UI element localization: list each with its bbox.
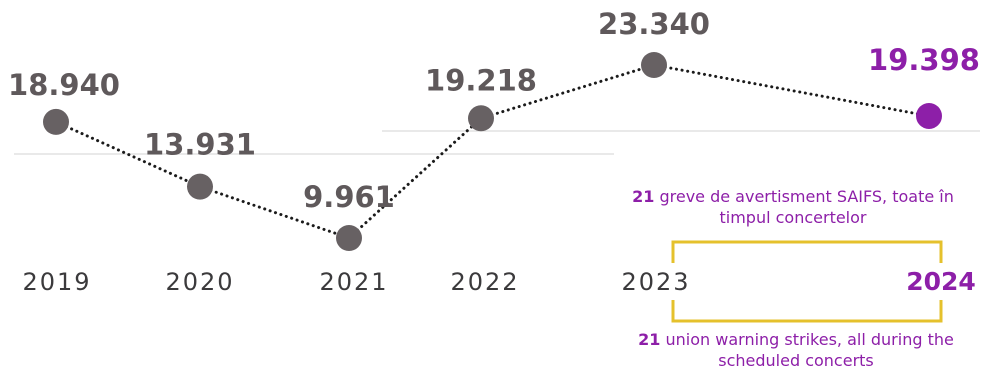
series-segment	[652, 63, 931, 118]
x-tick-label-2023: 2023	[621, 268, 690, 296]
value-label-2023: 23.340	[598, 7, 710, 41]
data-point-2021	[336, 225, 362, 251]
x-tick-label-2024: 2024	[906, 267, 976, 296]
value-label-2019: 18.940	[8, 68, 120, 102]
note-english-number: 21	[638, 330, 661, 349]
value-label-2021: 9.961	[303, 180, 395, 214]
series-layer	[43, 52, 942, 251]
note-romanian-text: greve de avertisment SAIFS, toate în tim…	[659, 187, 954, 227]
bracket-bottom	[671, 300, 943, 323]
note-english-text: union warning strikes, all during the sc…	[665, 330, 954, 370]
label-layer: 18.940 13.931 9.961 19.218 23.340 19.398 2019 2…	[8, 7, 980, 296]
x-tick-label-2021: 2021	[319, 268, 388, 296]
data-point-2023	[641, 52, 667, 78]
bracket-top	[671, 240, 943, 263]
value-label-2020: 13.931	[144, 128, 256, 162]
note-romanian-number: 21	[632, 187, 655, 206]
data-point-2020	[187, 173, 213, 200]
x-tick-label-2019: 2019	[22, 268, 91, 296]
value-label-2024: 19.398	[868, 43, 980, 77]
note-english: 21 union warning strikes, all during the…	[608, 329, 984, 371]
data-point-2024	[916, 102, 942, 129]
series-segment	[198, 185, 351, 240]
data-point-2022	[468, 105, 494, 132]
series-segment	[54, 120, 202, 189]
data-point-2019	[43, 108, 69, 135]
x-tick-label-2020: 2020	[165, 268, 234, 296]
series-segment	[479, 63, 656, 120]
x-tick-label-2022: 2022	[450, 268, 519, 296]
value-label-2022: 19.218	[425, 63, 537, 97]
series-segment	[347, 116, 483, 240]
note-romanian: 21 greve de avertisment SAIFS, toate în …	[610, 186, 976, 228]
